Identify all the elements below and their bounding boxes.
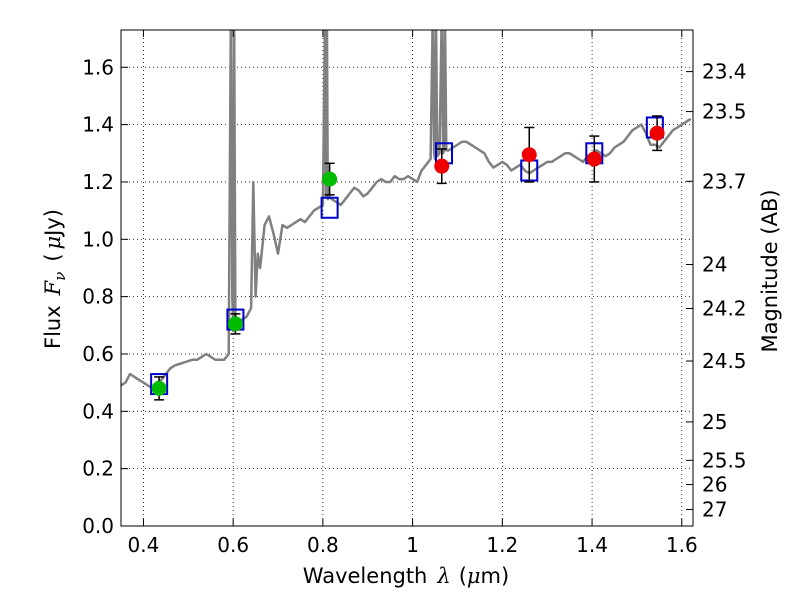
magnitude-tick-label: 23.4 [702, 60, 747, 84]
y-tick-label: 0.6 [82, 342, 114, 366]
magnitude-tick-label: 24.5 [702, 349, 747, 373]
y-tick-label: 0.4 [82, 399, 114, 423]
y-tick-label: 1.4 [82, 113, 114, 137]
optical-point-marker [322, 171, 338, 187]
nir-point-marker [434, 158, 450, 174]
plot-frame [120, 29, 694, 527]
y-tick-label: 0.2 [82, 457, 114, 481]
magnitude-tick-label: 26 [702, 473, 727, 497]
x-tick-label: 0.6 [217, 533, 249, 557]
x-tick-label: 0.4 [128, 533, 160, 557]
magnitude-tick-label: 24.2 [702, 297, 747, 321]
x-tick-label: 0.8 [307, 533, 339, 557]
optical-point-marker [151, 380, 167, 396]
magnitude-tick-label: 25.5 [702, 448, 747, 472]
magnitude-axis-label: Magnitude (AB) [758, 189, 782, 352]
magnitude-tick-label: 23.7 [702, 169, 747, 193]
tick-marks [121, 30, 693, 527]
y-tick-labels: 0.0 0.2 0.4 0.6 0.8 1.0 1.2 1.4 1.6 [82, 55, 114, 538]
optical-point-marker [227, 316, 243, 332]
x-axis-label: Wavelength λ (μm) [303, 564, 509, 588]
x-tick-label: 1.4 [576, 533, 608, 557]
magnitude-tick-label: 25 [702, 410, 727, 434]
x-tick-label: 1.2 [486, 533, 518, 557]
magnitude-tick-label: 24 [702, 253, 727, 277]
y-axis-label: FluxFν(μJy) [41, 209, 69, 349]
plot-background [121, 30, 693, 526]
y-tick-label: 0.0 [82, 514, 114, 538]
nir-point-marker [586, 151, 602, 167]
model-spectrum-line [121, 30, 692, 390]
nir-point-marker [649, 125, 665, 141]
y-tick-label: 1.0 [82, 227, 114, 251]
series-layer [121, 30, 692, 401]
x-tick-labels: 0.4 0.6 0.8 1 1.2 1.4 1.6 [128, 533, 698, 557]
nir-point-marker [521, 147, 537, 163]
model-photometry-square [320, 196, 339, 219]
y-tick-label: 0.8 [82, 285, 114, 309]
y-tick-label: 1.2 [82, 170, 114, 194]
magnitude-tick-label: 27 [702, 498, 727, 522]
y-tick-label: 1.6 [82, 55, 114, 79]
x-tick-label: 1 [406, 533, 419, 557]
x-tick-label: 1.6 [666, 533, 698, 557]
magnitude-tick-label: 23.5 [702, 100, 747, 124]
